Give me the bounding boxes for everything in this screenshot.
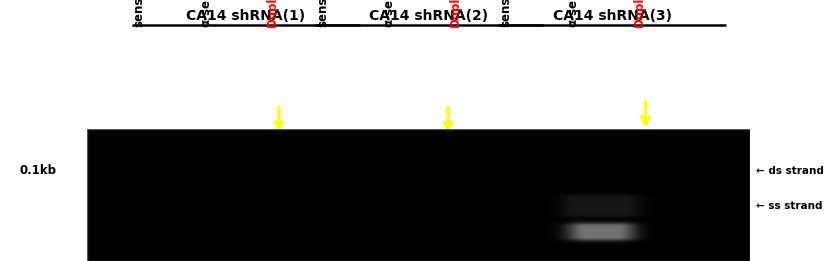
Text: α-sense: α-sense — [382, 0, 396, 27]
Text: ← ds strand: ← ds strand — [756, 166, 824, 176]
Text: α-sense: α-sense — [199, 0, 212, 27]
Text: α-sense: α-sense — [566, 0, 579, 27]
Text: CA14 shRNA(1): CA14 shRNA(1) — [186, 9, 306, 23]
Text: 0.1kb: 0.1kb — [20, 164, 57, 177]
Text: sense: sense — [132, 0, 146, 27]
Text: ← ss strand: ← ss strand — [756, 201, 823, 211]
Text: Duplex: Duplex — [449, 0, 462, 27]
Text: Duplex: Duplex — [632, 0, 646, 27]
Text: CA14 shRNA(2): CA14 shRNA(2) — [369, 9, 489, 23]
Text: sense: sense — [499, 0, 512, 27]
Text: sense: sense — [316, 0, 329, 27]
Text: Duplex: Duplex — [266, 0, 279, 27]
Text: CA14 shRNA(3): CA14 shRNA(3) — [553, 9, 671, 23]
